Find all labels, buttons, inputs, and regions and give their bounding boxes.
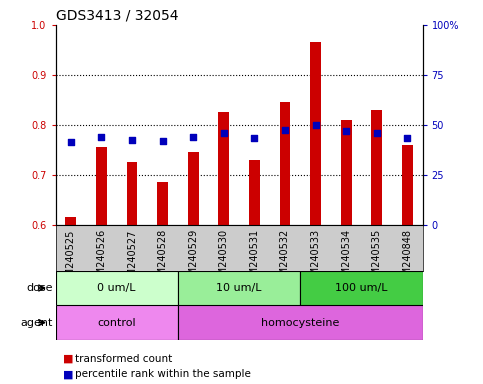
Bar <box>218 112 229 225</box>
Bar <box>96 147 107 225</box>
Point <box>98 134 105 140</box>
Bar <box>402 145 412 225</box>
Text: GSM240535: GSM240535 <box>372 229 382 288</box>
Bar <box>300 271 423 305</box>
Text: 100 um/L: 100 um/L <box>335 283 388 293</box>
Point <box>128 137 136 143</box>
Text: transformed count: transformed count <box>75 354 172 364</box>
Point <box>159 138 167 144</box>
Bar <box>178 271 300 305</box>
Text: GSM240848: GSM240848 <box>402 229 412 288</box>
Text: GSM240528: GSM240528 <box>157 229 168 288</box>
Text: GSM240534: GSM240534 <box>341 229 351 288</box>
Bar <box>157 182 168 225</box>
Bar <box>188 152 199 225</box>
Text: 0 um/L: 0 um/L <box>98 283 136 293</box>
Text: GSM240533: GSM240533 <box>311 229 321 288</box>
Bar <box>127 162 137 225</box>
Text: control: control <box>98 318 136 328</box>
Text: dose: dose <box>27 283 53 293</box>
Text: ■: ■ <box>63 354 73 364</box>
Point <box>312 122 319 128</box>
Bar <box>56 305 178 340</box>
Point <box>251 135 258 141</box>
Text: homocysteine: homocysteine <box>261 318 340 328</box>
Bar <box>341 120 352 225</box>
Bar <box>280 103 290 225</box>
Point <box>220 130 227 136</box>
Bar <box>56 271 178 305</box>
Point <box>342 128 350 134</box>
Text: GSM240527: GSM240527 <box>127 229 137 289</box>
Bar <box>310 43 321 225</box>
Text: GSM240526: GSM240526 <box>97 229 106 288</box>
Text: GSM240531: GSM240531 <box>249 229 259 288</box>
Point <box>189 134 197 140</box>
Bar <box>66 217 76 225</box>
Text: GSM240529: GSM240529 <box>188 229 198 288</box>
Text: GSM240530: GSM240530 <box>219 229 229 288</box>
Point <box>403 135 411 141</box>
Text: percentile rank within the sample: percentile rank within the sample <box>75 369 251 379</box>
Point <box>281 127 289 133</box>
Text: 10 um/L: 10 um/L <box>216 283 262 293</box>
Text: GSM240532: GSM240532 <box>280 229 290 288</box>
Text: GSM240525: GSM240525 <box>66 229 76 289</box>
Bar <box>371 110 382 225</box>
Bar <box>249 160 260 225</box>
Text: GDS3413 / 32054: GDS3413 / 32054 <box>56 8 178 22</box>
Bar <box>178 305 423 340</box>
Point <box>373 130 381 136</box>
Text: ■: ■ <box>63 369 73 379</box>
Text: agent: agent <box>21 318 53 328</box>
Point <box>67 139 75 146</box>
